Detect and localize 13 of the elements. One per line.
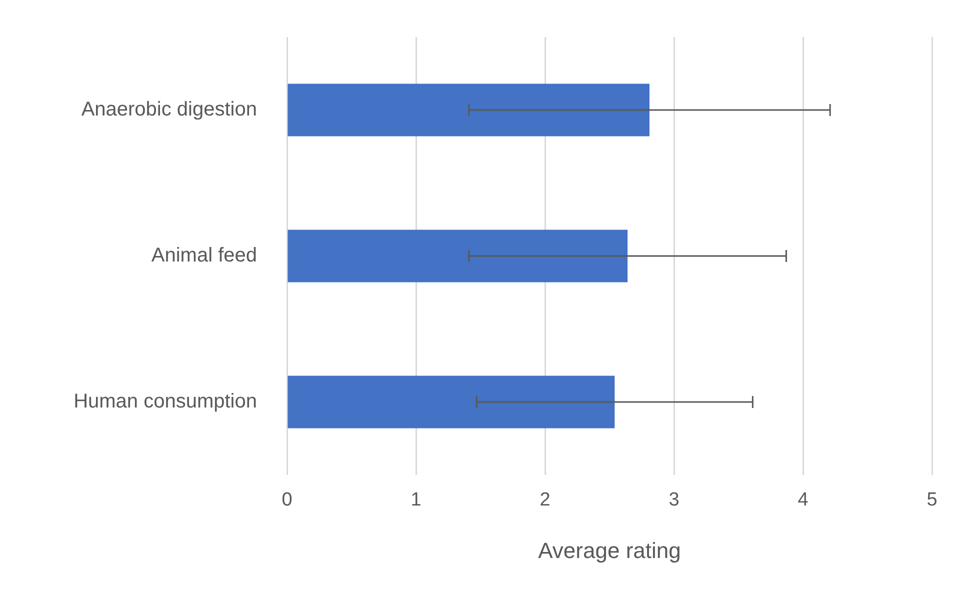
x-tick-label: 4	[798, 490, 809, 511]
y-tick-label: Anaerobic digestion	[81, 98, 257, 121]
x-axis-title: Average rating	[538, 538, 681, 563]
x-tick-label: 0	[282, 490, 292, 511]
bar	[288, 230, 628, 282]
x-tick-label: 5	[926, 490, 938, 511]
y-tick-label: Animal feed	[151, 244, 257, 267]
bar	[288, 84, 650, 136]
x-tick-label: 2	[540, 490, 550, 511]
x-tick-label: 1	[410, 490, 422, 511]
x-tick-label: 3	[668, 490, 680, 511]
y-tick-label: Human consumption	[74, 390, 257, 413]
bar	[288, 376, 615, 428]
